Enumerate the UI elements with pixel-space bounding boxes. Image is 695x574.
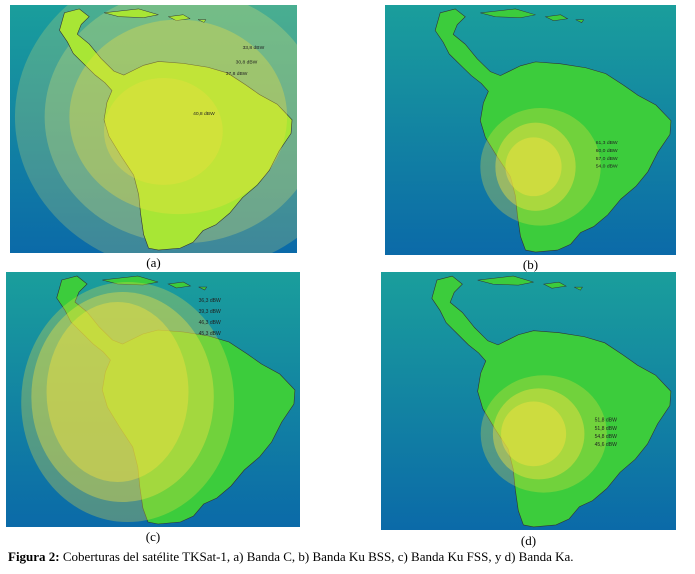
map-panel: 36,3 dBW 39,3 dBW 46,3 dBW 45,3 dBW [6, 272, 300, 527]
contour-label: 36,3 dBW [199, 298, 221, 304]
contour-label: 54,0 dBW [596, 164, 618, 170]
contour-label: 46,3 dBW [199, 320, 221, 326]
coverage-contour [69, 19, 288, 215]
coverage-contour [501, 401, 567, 467]
coverage-contour [46, 302, 189, 482]
coverage-contour [31, 292, 214, 502]
caption-lead: Figura 2: [8, 549, 60, 564]
coverage-contour [505, 137, 562, 197]
panel-label: (c) [145, 529, 161, 544]
contour-label: 33,8 dBW [243, 45, 265, 51]
contour-label: 40,8 dBW [193, 111, 215, 117]
contour-label: 57,0 dBW [596, 156, 618, 162]
contour-label: 30,8 dBW [236, 59, 258, 65]
panel-label: (a) [146, 255, 161, 270]
map-panel: 51,8 dBW 51,8 dBW 54,8 dBW 45,6 dBW [381, 272, 676, 530]
coverage-contour [104, 77, 223, 185]
contour-label: 60,0 dBW [596, 148, 618, 154]
contour-label: 39,3 dBW [199, 309, 221, 315]
contour-label: 51,8 dBW [595, 426, 618, 432]
contour-label: 45,6 dBW [595, 442, 618, 448]
contour-label: 37,8 dBW [226, 71, 248, 77]
panel-label: (b) [522, 257, 539, 272]
map-panel: 33,8 dBW 30,8 dBW 37,8 dBW 40,8 dBW [10, 5, 297, 253]
caption-text: Coberturas del satélite TKSat-1, a) Band… [62, 549, 574, 564]
contour-label: 51,8 dBW [595, 418, 618, 424]
coverage-contour [21, 282, 235, 522]
map-panel: 61,3 dBW 60,0 dBW 57,0 dBW 54,0 dBW [385, 5, 676, 255]
contour-label: 54,8 dBW [595, 434, 618, 440]
contour-label: 45,3 dBW [199, 331, 221, 337]
panel-label: (d) [520, 533, 537, 548]
caption: Figura 2: Coberturas del satélite TKSat-… [8, 549, 574, 565]
contour-label: 61,3 dBW [596, 140, 618, 146]
